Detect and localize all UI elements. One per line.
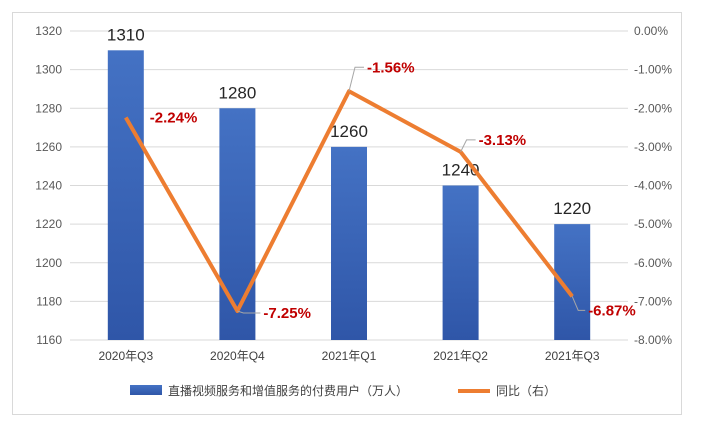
right-axis-ticks: -8.00% -7.00% -6.00% -5.00% -4.00% -3.00% -2.0… (634, 24, 672, 347)
line-value-label: -3.13% (479, 132, 527, 149)
left-tick-label: 1320 (35, 24, 62, 38)
bar (442, 185, 479, 340)
line-value-label: -6.87% (588, 302, 636, 319)
category-label: 2020年Q3 (98, 349, 153, 363)
line-value-label: -7.25% (263, 305, 311, 322)
right-tick-label: -1.00% (634, 63, 672, 77)
right-tick-label: -3.00% (634, 140, 672, 154)
category-label: 2020年Q4 (210, 349, 265, 363)
bar-value-label: 1280 (218, 83, 256, 102)
left-tick-label: 1160 (36, 333, 62, 347)
category-labels: 2020年Q3 2020年Q4 2021年Q1 2021年Q2 2021年Q3 (98, 349, 599, 363)
line-value-label: -1.56% (367, 59, 415, 76)
bar-value-label: 1220 (553, 199, 591, 218)
line-labels: -2.24% -7.25% -1.56% -3.13% -6.87% (150, 59, 636, 322)
line-value-label: -2.24% (150, 110, 198, 127)
left-axis-ticks: 1160 1180 1200 1220 1240 1260 1280 1300 1320 (35, 24, 62, 347)
left-tick-label: 1220 (35, 217, 62, 231)
bar-value-label: 1260 (330, 122, 368, 141)
right-tick-label: -8.00% (634, 333, 672, 347)
left-tick-label: 1260 (35, 140, 62, 154)
left-tick-label: 1200 (35, 256, 62, 270)
right-tick-label: -6.00% (634, 256, 672, 270)
leader-line (348, 66, 364, 92)
right-tick-label: -7.00% (634, 294, 672, 308)
leader-line (460, 139, 476, 153)
leader-line (571, 296, 586, 311)
legend-label-line: 同比（右） (496, 383, 556, 398)
bar (219, 108, 256, 340)
leader-line (237, 310, 261, 314)
right-tick-label: 0.00% (634, 24, 668, 38)
left-tick-label: 1240 (35, 179, 62, 193)
category-label: 2021年Q1 (322, 349, 377, 363)
legend-swatch-bar (130, 385, 162, 395)
right-tick-label: -5.00% (634, 217, 672, 231)
bar (331, 146, 367, 340)
right-tick-label: -2.00% (634, 101, 672, 115)
left-tick-label: 1180 (36, 294, 62, 308)
left-tick-label: 1280 (35, 101, 62, 115)
right-tick-label: -4.00% (634, 179, 672, 193)
bar (107, 50, 144, 340)
left-tick-label: 1300 (35, 63, 62, 77)
bar-series (107, 50, 591, 340)
legend-label-bar: 直播视频服务和增值服务的付费用户（万人） (168, 383, 408, 398)
legend: 直播视频服务和增值服务的付费用户（万人） 同比（右） (130, 383, 556, 398)
category-label: 2021年Q2 (433, 349, 488, 363)
bar-value-label: 1310 (107, 25, 145, 44)
category-label: 2021年Q3 (545, 349, 600, 363)
